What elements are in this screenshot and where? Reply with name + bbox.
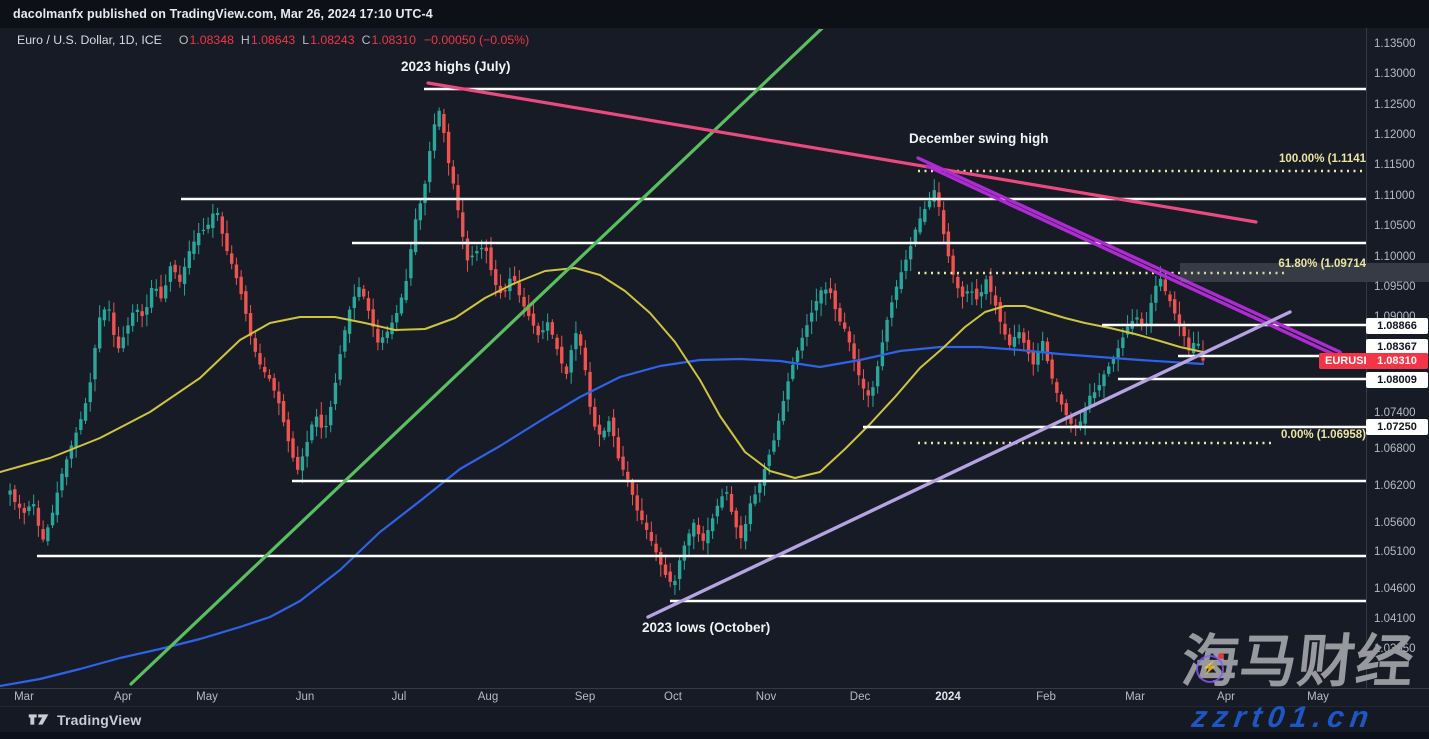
price-axis-label: 1.05100 (1374, 546, 1416, 558)
fib-level-label: 61.80% (1.09714 (1278, 258, 1366, 270)
time-axis-label: May (196, 691, 218, 703)
ma-slow-line (0, 345, 1205, 687)
time-axis-label: Feb (1036, 691, 1056, 703)
price-level-box: 1.08009 (1366, 372, 1428, 388)
watermark-site: zzrt01.cn (1189, 701, 1377, 734)
price-axis-label: 1.06200 (1374, 480, 1416, 492)
price-level-box: 1.07250 (1366, 419, 1428, 435)
close-label: C (361, 33, 371, 47)
price-axis-label: 1.11000 (1374, 190, 1415, 202)
footer-separator (0, 706, 1429, 707)
price-axis-label: 1.11500 (1374, 159, 1415, 171)
price-axis-label: 1.13500 (1374, 38, 1416, 50)
price-level-box: 1.08866 (1366, 318, 1428, 334)
time-axis-label: Mar (1125, 691, 1145, 703)
price-axis-label: 1.07400 (1374, 407, 1416, 419)
tradingview-brand: TradingView (57, 711, 142, 728)
close-value: 1.08310 (371, 33, 416, 47)
change-value: −0.00050 (−0.05%) (423, 33, 530, 47)
time-axis-label: Mar (14, 691, 34, 703)
time-axis-separator (0, 688, 1429, 689)
chart-legend: Euro / U.S. Dollar, 1D, ICE O 1.08348 H … (17, 33, 529, 47)
open-label: O (178, 33, 189, 47)
annotation-2023-highs[interactable]: 2023 highs (July) (401, 59, 511, 74)
price-axis-label: 1.03650 (1374, 643, 1416, 655)
last-price-label: 1.08310 (1366, 353, 1428, 369)
symbol-title[interactable]: Euro / U.S. Dollar, 1D, ICE (17, 33, 162, 47)
fib-level-label: 0.00% (1.06958) (1280, 429, 1366, 441)
price-axis-label: 1.06800 (1374, 443, 1416, 455)
drawings[interactable] (37, 15, 1367, 686)
annotation-2023-lows[interactable]: 2023 lows (October) (642, 620, 771, 635)
low-label: L (302, 33, 310, 47)
magenta-channel-upper (916, 156, 1342, 354)
price-axis-label: 1.05600 (1374, 517, 1416, 529)
time-axis-label: Nov (755, 691, 777, 703)
price-axis-label: 1.09500 (1374, 281, 1416, 293)
lavender-uptrend (646, 310, 1292, 619)
publisher-text: dacolmanfx published on TradingView.com,… (13, 7, 433, 21)
green-uptrend (129, 29, 824, 686)
time-axis-label: Oct (664, 691, 682, 703)
time-axis-label: May (1307, 691, 1329, 703)
price-axis-label: 1.04100 (1374, 613, 1416, 625)
magenta-channel-lower (925, 164, 1352, 364)
high-value: 1.08643 (250, 33, 296, 47)
open-value: 1.08348 (189, 33, 234, 47)
tradingview-logo-icon (28, 712, 50, 727)
price-level-box: 1.08367 (1366, 339, 1428, 355)
time-axis-label: Apr (1217, 691, 1235, 703)
moving-averages (0, 267, 1205, 687)
price-axis-label: 1.04600 (1374, 583, 1416, 595)
time-axis-label: Sep (574, 691, 596, 703)
tradingview-logo[interactable]: TradingView (28, 712, 141, 728)
notification-dot-icon (1218, 653, 1224, 659)
time-axis-label: Jul (391, 691, 407, 703)
footer-bar: TradingView (0, 707, 1429, 732)
annotation-december-swing-high[interactable]: December swing high (909, 131, 1049, 146)
fib-level-label: 100.00% (1.1141 (1279, 153, 1366, 165)
pink-downtrend (426, 81, 1258, 224)
price-axis-label: 1.13000 (1374, 68, 1416, 80)
time-axis-label: Dec (849, 691, 871, 703)
high-label: H (240, 33, 250, 47)
price-axis-label: 1.10000 (1374, 251, 1416, 263)
time-axis-label: Jun (295, 691, 315, 703)
publisher-bar: dacolmanfx published on TradingView.com,… (0, 0, 1429, 28)
time-axis-label: Apr (114, 691, 132, 703)
price-axis-label: 1.12000 (1374, 129, 1416, 141)
price-axis-label: 1.10500 (1374, 220, 1416, 232)
price-axis-label: 1.12500 (1374, 99, 1416, 111)
eurusd-ticker-tag: EURUSD (1319, 353, 1378, 369)
low-value: 1.08243 (310, 33, 355, 47)
time-axis-label: 2024 (935, 691, 961, 703)
time-axis-label: Aug (477, 691, 499, 703)
ma-fast-line (0, 267, 1204, 479)
bottom-strip (0, 732, 1429, 739)
lightning-badge-icon: ⚡ (1196, 655, 1224, 683)
